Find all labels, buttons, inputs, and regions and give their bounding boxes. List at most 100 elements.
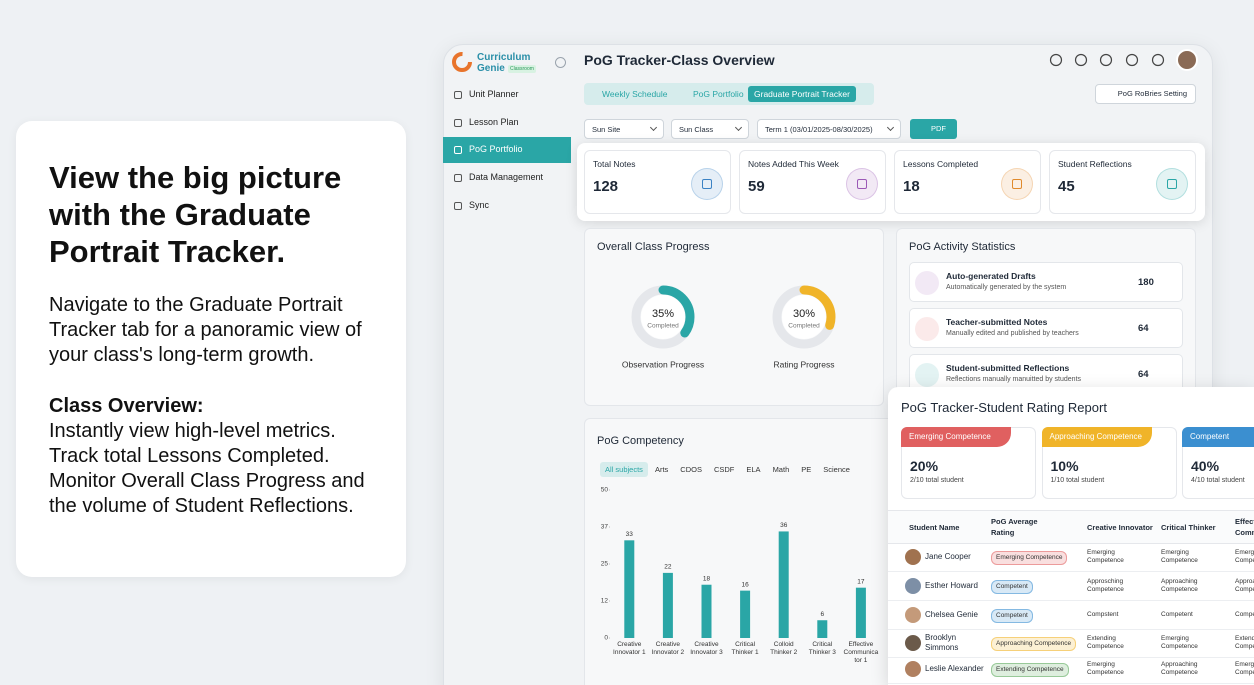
y-tick-label: 37 — [601, 524, 609, 531]
tab[interactable]: PoG Portfolio — [693, 89, 744, 99]
row-divider — [888, 629, 1254, 630]
stat-icon-glyph — [702, 179, 712, 189]
stat-value: 128 — [593, 178, 619, 195]
y-tick-label: 25 — [601, 561, 609, 568]
tab-bar: Weekly Schedule PoG Portfolio Graduate Por… — [584, 83, 874, 105]
rating-cell: Approaching Competence — [1161, 578, 1198, 593]
filter-chip[interactable]: Science — [823, 465, 850, 474]
column-header: Student Name — [909, 522, 960, 532]
report-card: PoG Tracker-Student Rating Report Emergin… — [888, 387, 1254, 685]
pdf-button[interactable]: PDF — [910, 119, 957, 139]
filter-chip[interactable]: CDOS — [680, 465, 702, 474]
value-label: 33 — [626, 531, 634, 538]
avatar — [1176, 49, 1198, 71]
sidebar-item[interactable]: Sync — [443, 193, 571, 219]
filter-chip[interactable]: Math — [772, 465, 790, 474]
column-header: PoG Average Rating — [991, 517, 1038, 537]
student-avatar — [905, 661, 921, 677]
activity-item: Auto-generated Drafts Automatically gener… — [909, 262, 1183, 302]
sidebar-item[interactable]: Data Management — [443, 165, 571, 191]
filter-dropdown[interactable]: Sun Site — [584, 119, 664, 139]
stat-value: 18 — [903, 178, 920, 195]
level-value: 10% — [1050, 458, 1079, 474]
filter-dropdown[interactable]: Term 1 (03/01/2025-08/30/2025) — [757, 119, 901, 139]
student-avatar — [905, 549, 921, 565]
bar — [817, 620, 828, 638]
activity-item: Teacher-submitted Notes Manually edited a… — [909, 308, 1183, 348]
header-icon — [1151, 53, 1165, 67]
bar — [701, 584, 712, 638]
sidebar-icon — [454, 174, 462, 183]
filter-chip[interactable]: ELA — [746, 465, 761, 474]
activity-icon — [915, 271, 939, 295]
student-avatar — [905, 578, 921, 594]
settings-button[interactable]: PoG RoBries Setting — [1095, 84, 1196, 104]
rating-cell: Approaching Competence — [1235, 578, 1254, 593]
rating-cell: Emerging Competence — [1161, 635, 1198, 650]
activity-item-title: Auto-generated Drafts — [946, 271, 1036, 281]
level-name: Emerging Competence — [901, 427, 1011, 447]
rating-cell: Competent — [1161, 611, 1193, 618]
sidebar-label: Lesson Plan — [469, 116, 519, 127]
activity-item-value: 64 — [1138, 369, 1149, 380]
activity-item-description: Automatically generated by the system — [946, 284, 1067, 291]
promo-body: Navigate to the Graduate Portrait Tracke… — [49, 294, 362, 366]
info-icon — [555, 57, 566, 68]
stat-value: 45 — [1058, 178, 1075, 195]
sidebar-icon — [454, 91, 462, 99]
filter-label: Sun Site — [592, 125, 621, 134]
level-value: 40% — [1191, 458, 1220, 474]
stat-icon — [1156, 168, 1188, 200]
stat-icon-glyph — [857, 179, 867, 189]
rating-badge: Competent — [991, 609, 1033, 623]
sidebar-item[interactable]: Unit Planner — [443, 82, 571, 108]
rating-cell: Compstent — [1087, 611, 1119, 618]
filter-chip[interactable]: Arts — [654, 465, 669, 474]
filter-chip[interactable]: All subjects — [600, 462, 648, 477]
value-label: 36 — [780, 522, 788, 529]
rating-cell: Emerging Competence — [1087, 549, 1124, 564]
stat-card: Lessons Completed 18 — [894, 150, 1041, 214]
graphic — [1049, 49, 1198, 71]
donut-label: Observation Progress — [622, 359, 704, 369]
header-icon — [1074, 53, 1088, 67]
stat-label: Lessons Completed — [903, 159, 979, 169]
report-title: PoG Tracker-Student Rating Report — [901, 400, 1107, 415]
promo-section-title: Class Overview: — [49, 395, 204, 417]
level-detail: 4/10 total student — [1191, 477, 1245, 484]
row-divider — [888, 683, 1254, 684]
x-tick-label: Critical Thinker 3 — [808, 641, 836, 656]
graphic — [555, 57, 566, 68]
donut-arc — [631, 285, 695, 349]
value-label: 16 — [741, 581, 749, 588]
filter-chip[interactable]: CSDF — [713, 465, 735, 474]
rating-badge: Emerging Competence — [991, 551, 1068, 565]
donut-arc — [772, 285, 836, 349]
tab[interactable]: Graduate Portrait Tracker — [748, 86, 856, 102]
sidebar-label: Sync — [469, 199, 490, 210]
brand-badge: Classroom — [508, 65, 536, 73]
stat-card: Total Notes 128 — [584, 150, 731, 214]
donut-value: 35% — [652, 308, 674, 320]
sidebar-label: PoG Portfolio — [469, 144, 523, 155]
stat-label: Student Reflections — [1058, 159, 1132, 169]
rating-cell: Approsching Competence — [1087, 578, 1124, 593]
donut-center — [782, 295, 826, 339]
logo-icon — [452, 52, 472, 72]
table-header-bg — [888, 510, 1254, 544]
donut-caption: Completed — [788, 323, 820, 330]
student-name: Leslie Alexander — [925, 664, 984, 673]
activity-item-description: Manually edited and published by teacher… — [946, 330, 1079, 337]
filter-chip[interactable]: PE — [801, 465, 812, 474]
stat-icon-glyph — [1167, 179, 1177, 189]
value-label: 17 — [857, 578, 865, 585]
student-name: Chelsea Genie — [925, 610, 978, 619]
student-name: Esther Howard — [925, 581, 978, 590]
sidebar-item[interactable]: PoG Portfolio — [443, 137, 571, 164]
level-value: 20% — [910, 458, 939, 474]
student-avatar — [905, 607, 921, 623]
tab[interactable]: Weekly Schedule — [602, 89, 668, 99]
filter-dropdown[interactable]: Sun Class — [671, 119, 749, 139]
sidebar-item[interactable]: Lesson Plan — [443, 110, 571, 136]
